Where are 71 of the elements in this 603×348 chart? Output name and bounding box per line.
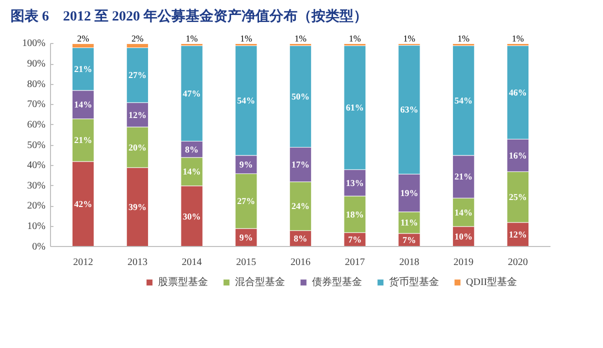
data-label: 30% (182, 211, 201, 222)
data-label: 14% (182, 166, 201, 177)
data-label: 12% (128, 110, 146, 120)
y-tick-label: 50% (27, 140, 46, 151)
legend-label: 货币型基金 (389, 276, 439, 289)
y-tick-label: 20% (27, 200, 46, 212)
legend-label: QDII型基金 (466, 276, 518, 289)
y-tick-label: 0% (32, 241, 46, 252)
data-label: 19% (400, 188, 418, 198)
y-tick-label: 70% (27, 99, 46, 110)
legend-label: 混合型基金 (235, 276, 285, 289)
y-tick-label: 10% (27, 221, 46, 232)
data-label: 12% (508, 230, 527, 240)
data-label: 46% (508, 87, 527, 98)
data-label: 1% (403, 34, 416, 44)
data-label: 9% (239, 160, 253, 170)
data-label: 50% (292, 92, 310, 102)
data-label: 27% (128, 70, 146, 80)
x-tick-label: 2020 (508, 256, 528, 268)
data-label: 1% (294, 34, 307, 44)
x-tick-label: 2018 (399, 256, 420, 268)
data-label: 42% (74, 199, 92, 210)
data-label: 8% (185, 144, 199, 154)
y-tick-label: 60% (27, 119, 46, 130)
x-tick-label: 2013 (127, 256, 148, 268)
data-label: 13% (346, 178, 364, 188)
data-label: 21% (74, 135, 92, 146)
y-tick-label: 100% (22, 38, 46, 50)
data-label: 21% (454, 172, 473, 182)
x-tick-label: 2016 (290, 256, 310, 268)
data-label: 14% (454, 207, 473, 218)
data-label: 54% (237, 96, 256, 106)
data-label: 9% (239, 232, 253, 243)
y-tick-label: 40% (27, 160, 46, 172)
data-label: 17% (292, 160, 310, 170)
legend-label: 债券型基金 (312, 276, 362, 289)
legend-label: 股票型基金 (158, 276, 208, 289)
data-label: 27% (237, 196, 256, 206)
data-label: 1% (348, 34, 362, 44)
data-label: 7% (402, 235, 416, 246)
data-label: 2% (131, 34, 144, 44)
x-tick-label: 2019 (454, 256, 474, 268)
data-label: 10% (454, 232, 473, 242)
data-label: 1% (458, 34, 470, 44)
data-label: 11% (400, 218, 418, 228)
data-label: 7% (348, 234, 362, 245)
data-label: 47% (182, 88, 201, 98)
data-label: 16% (508, 150, 527, 160)
data-label: 21% (74, 64, 92, 74)
data-label: 8% (294, 234, 308, 244)
y-tick-label: 90% (27, 58, 46, 70)
data-label: 1% (240, 34, 253, 44)
data-label: 18% (346, 209, 364, 220)
data-label: 2% (77, 34, 90, 44)
data-label: 1% (512, 34, 524, 44)
data-label: 14% (74, 100, 92, 110)
data-label: 39% (128, 202, 146, 212)
data-label: 20% (128, 142, 146, 152)
data-label: 25% (508, 192, 527, 202)
data-label: 1% (186, 34, 198, 44)
x-tick-label: 2017 (344, 256, 365, 268)
chart-title: 图表 6 2012 至 2020 年公募基金资产净值分布（按类型） (10, 8, 368, 24)
x-tick-label: 2014 (182, 256, 202, 268)
data-label: 54% (454, 96, 473, 106)
x-tick-label: 2012 (73, 256, 94, 268)
y-tick-label: 30% (27, 180, 46, 192)
data-label: 24% (292, 201, 310, 212)
x-tick-label: 2015 (236, 256, 256, 268)
y-tick-label: 80% (27, 78, 46, 90)
data-label: 61% (346, 102, 364, 113)
data-label: 63% (400, 104, 418, 115)
